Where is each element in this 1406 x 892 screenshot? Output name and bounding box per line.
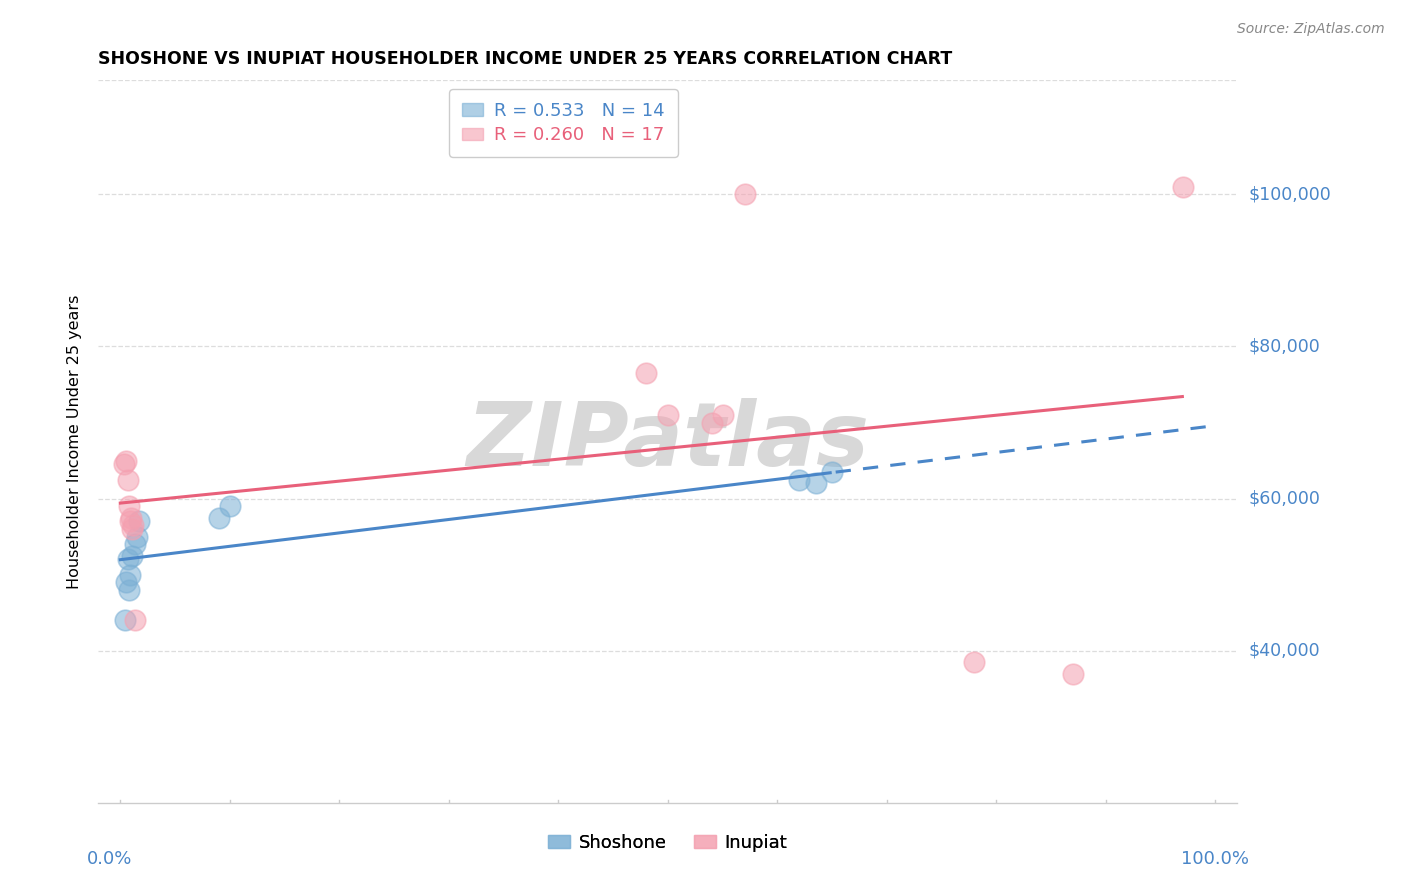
Text: 0.0%: 0.0% (87, 850, 132, 868)
Point (963, 655, 986, 669)
Text: $60,000: $60,000 (1249, 490, 1320, 508)
Point (117, 473, 139, 487)
Y-axis label: Householder Income Under 25 years: Householder Income Under 25 years (67, 294, 83, 589)
Point (125, 530, 148, 544)
Point (114, 575, 136, 590)
Text: SHOSHONE VS INUPIAT HOUSEHOLDER INCOME UNDER 25 YEARS CORRELATION CHART: SHOSHONE VS INUPIAT HOUSEHOLDER INCOME U… (98, 50, 953, 68)
Point (711, 408, 734, 422)
Legend: Shoshone, Inupiat: Shoshone, Inupiat (541, 826, 794, 859)
Text: $40,000: $40,000 (1249, 641, 1320, 660)
Point (1062, 666, 1084, 681)
Point (120, 510, 142, 524)
Text: $80,000: $80,000 (1249, 337, 1320, 356)
Point (700, 416, 723, 430)
Point (122, 518, 145, 533)
Point (112, 458, 135, 472)
Point (734, 187, 756, 202)
Point (208, 510, 231, 524)
Point (1171, 179, 1194, 194)
Point (120, 567, 142, 582)
Point (634, 366, 657, 380)
Point (218, 499, 240, 513)
Point (128, 515, 150, 529)
Point (657, 408, 679, 422)
Point (118, 582, 141, 597)
Point (787, 473, 810, 487)
Point (804, 476, 827, 491)
Point (121, 522, 143, 536)
Point (124, 537, 146, 551)
Point (114, 453, 136, 467)
Point (114, 613, 136, 627)
Text: $100,000: $100,000 (1249, 186, 1331, 203)
Text: Source: ZipAtlas.com: Source: ZipAtlas.com (1237, 22, 1385, 37)
Point (118, 499, 141, 513)
Text: ZIPatlas: ZIPatlas (467, 398, 869, 485)
Text: 100.0%: 100.0% (1181, 850, 1249, 868)
Point (117, 552, 139, 566)
Point (120, 515, 142, 529)
Point (124, 613, 146, 627)
Point (821, 465, 844, 479)
Point (121, 549, 143, 563)
